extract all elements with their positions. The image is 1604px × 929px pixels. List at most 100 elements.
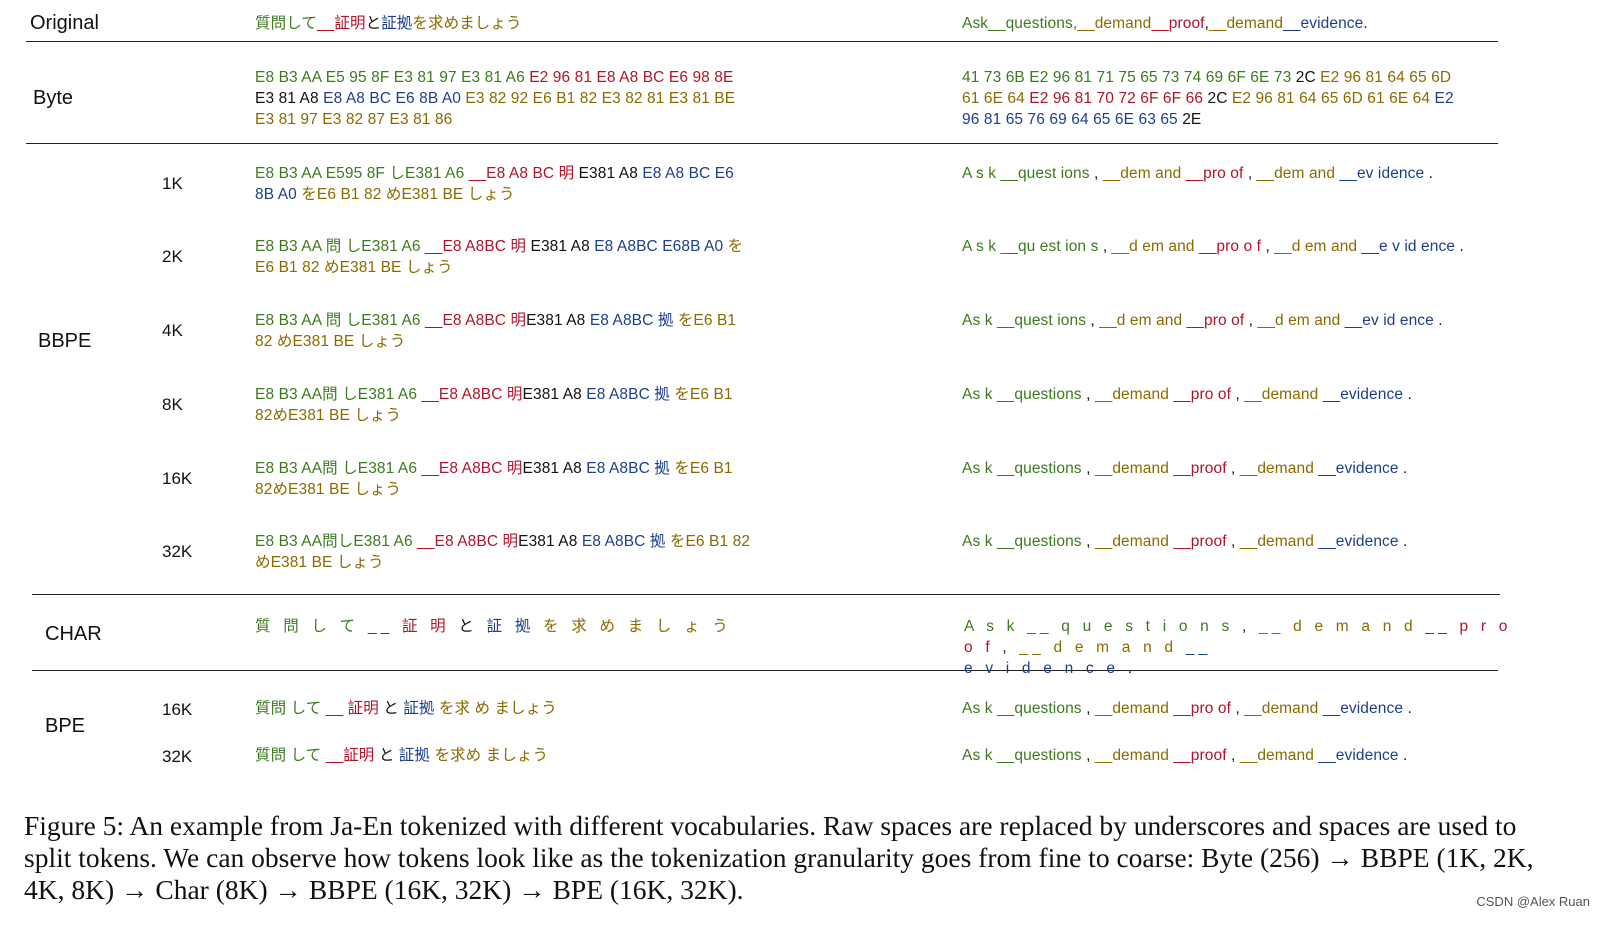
token-segment: と bbox=[383, 700, 404, 717]
token-segment: E8 B3 AA E595 8F しE381 A6 bbox=[255, 165, 469, 182]
bpe-32k-en: As k __questions , __demand __proof , __… bbox=[962, 745, 1562, 766]
token-segment: __evidence bbox=[1283, 15, 1364, 32]
bbpe-8k-ja: E8 B3 AA問 しE381 A6 __E8 A8BC 明E381 A8 E8… bbox=[255, 384, 935, 426]
rule-header bbox=[26, 41, 1498, 42]
token-segment: , bbox=[1086, 460, 1095, 477]
token-segment: __demand bbox=[1077, 15, 1152, 32]
token-segment: , bbox=[1241, 618, 1259, 635]
token-segment: 証 拠 bbox=[486, 618, 544, 635]
token-segment: __ 証明 bbox=[325, 700, 384, 717]
token-segment: E381 A8 bbox=[522, 460, 587, 477]
token-segment: __ d e m a n d bbox=[1019, 639, 1186, 656]
token-segment: E381 A8 bbox=[578, 165, 643, 182]
token-segment: __demand bbox=[1094, 747, 1174, 764]
token-segment: __dem and bbox=[1256, 165, 1340, 182]
token-segment: E381 A8 bbox=[530, 238, 595, 255]
token-segment: As k __questions bbox=[962, 700, 1087, 717]
token-segment: __E8 A8BC 明 bbox=[417, 533, 519, 550]
original-ja: 質問して__証明と証拠を求めましょう bbox=[255, 13, 935, 34]
token-segment: E3 81 A8 bbox=[255, 90, 324, 107]
token-segment: __evidence bbox=[1318, 460, 1404, 477]
token-segment: , bbox=[1231, 533, 1240, 550]
token-segment: Ask bbox=[962, 15, 989, 32]
token-segment: を 求 め ま し ょ う bbox=[543, 618, 732, 635]
bbpe-vocab-16k: 16K bbox=[162, 469, 193, 488]
token-segment: E8 B3 AA問 しE381 A6 bbox=[255, 460, 422, 477]
token-segment: __demand bbox=[1094, 460, 1174, 477]
token-segment: __ 証 明 bbox=[367, 618, 459, 635]
token-segment: __demand bbox=[1094, 533, 1174, 550]
bpe-vocab-32k: 32K bbox=[162, 747, 193, 766]
token-segment: , bbox=[1204, 15, 1210, 32]
token-segment: __evidence bbox=[1318, 533, 1404, 550]
token-segment: と bbox=[378, 747, 399, 764]
token-segment: , bbox=[1002, 639, 1020, 656]
token-segment: E2 96 81 E8 A8 BC E6 98 8E bbox=[529, 69, 734, 86]
token-segment: __E8 A8BC 明 bbox=[425, 312, 527, 329]
token-segment: , bbox=[1265, 238, 1275, 255]
token-segment: を求め ましょう bbox=[434, 747, 549, 764]
token-segment: __evidence bbox=[1322, 700, 1408, 717]
token-segment: をE6 B1 82めE381 BE しょう bbox=[255, 386, 733, 424]
token-segment: , bbox=[1086, 386, 1095, 403]
token-segment: E8 B3 AA E5 95 8F E3 81 97 E3 81 A6 bbox=[255, 69, 530, 86]
bbpe-4k-en: As k __quest ions , __d em and __pro of … bbox=[962, 310, 1562, 331]
token-segment: __demand bbox=[1239, 533, 1319, 550]
token-segment: E381 A8 bbox=[522, 386, 587, 403]
token-segment: をE6 B1 82 めE381 BE しょう bbox=[301, 186, 515, 203]
bpe-16k-ja: 質問 して __ 証明 と 証拠 を求 め ましょう bbox=[255, 698, 935, 719]
bbpe-vocab-1k: 1K bbox=[162, 174, 183, 193]
token-segment: . bbox=[1127, 660, 1137, 677]
bbpe-vocab-32k: 32K bbox=[162, 542, 193, 561]
token-segment: __E8 A8BC 明 bbox=[421, 460, 523, 477]
token-segment: E8 A8BC 拠 bbox=[586, 386, 675, 403]
bbpe-vocab-2k: 2K bbox=[162, 247, 183, 266]
token-segment: E2 96 81 70 72 6F 6F 66 bbox=[1029, 90, 1208, 107]
token-segment: , bbox=[1235, 386, 1245, 403]
bbpe-label: BBPE bbox=[38, 330, 92, 352]
token-segment: __d em and bbox=[1099, 312, 1187, 329]
token-segment: 質 問 し て bbox=[255, 618, 368, 635]
token-segment: と bbox=[365, 15, 382, 32]
token-segment: , bbox=[1094, 165, 1103, 182]
token-segment: __proof bbox=[1173, 460, 1232, 477]
token-segment: . bbox=[1403, 460, 1408, 477]
rule-after-bbpe bbox=[32, 594, 1500, 595]
token-segment: 質問して bbox=[255, 15, 317, 32]
token-segment: __demand bbox=[1244, 386, 1323, 403]
token-segment: . bbox=[1407, 700, 1412, 717]
token-segment: . bbox=[1459, 238, 1464, 255]
token-segment: E2 96 81 65 76 69 64 65 6E 63 65 bbox=[962, 90, 1454, 128]
token-segment: __proof bbox=[1173, 747, 1232, 764]
token-segment: , bbox=[1090, 312, 1100, 329]
token-segment: E2 96 81 64 65 6D 61 6E 64 bbox=[962, 69, 1452, 107]
token-segment: __demand bbox=[1244, 700, 1323, 717]
token-segment: A s k __quest ions bbox=[962, 165, 1095, 182]
token-segment: __d em and bbox=[1274, 238, 1362, 255]
bpe-vocab-16k: 16K bbox=[162, 700, 193, 719]
token-segment: 2C bbox=[1295, 69, 1321, 86]
token-segment: __proof bbox=[1151, 15, 1205, 32]
token-segment: E8 B3 AA 問 しE381 A6 bbox=[255, 312, 426, 329]
char-label: CHAR bbox=[45, 623, 102, 645]
token-segment: __demand bbox=[1094, 386, 1174, 403]
bbpe-1k-en: A s k __quest ions , __dem and __pro of … bbox=[962, 163, 1562, 184]
rule-after-char bbox=[32, 670, 1498, 671]
token-segment: 2C bbox=[1207, 90, 1232, 107]
token-segment: , bbox=[1248, 312, 1258, 329]
token-segment: __evidence bbox=[1322, 386, 1408, 403]
token-segment: 証拠 bbox=[398, 747, 435, 764]
token-segment: をE6 B1 82めE381 BE しょう bbox=[255, 460, 733, 498]
token-segment: A s k __qu est ion s bbox=[962, 238, 1103, 255]
token-segment: __E8 A8 BC 明 bbox=[468, 165, 579, 182]
token-segment: __pro of bbox=[1173, 386, 1236, 403]
token-segment: __questions, bbox=[988, 15, 1078, 32]
token-segment: , bbox=[1102, 238, 1112, 255]
token-segment: E8 A8 BC E6 8B A0 bbox=[323, 90, 466, 107]
token-segment: , bbox=[1231, 747, 1240, 764]
token-segment: E8 B3 AA 問 しE381 A6 bbox=[255, 238, 426, 255]
token-segment: __proof bbox=[1173, 533, 1232, 550]
byte-ja: E8 B3 AA E5 95 8F E3 81 97 E3 81 A6 E2 9… bbox=[255, 67, 935, 130]
token-segment: As k __questions bbox=[962, 386, 1087, 403]
token-segment: __E8 A8BC 明 bbox=[421, 386, 523, 403]
